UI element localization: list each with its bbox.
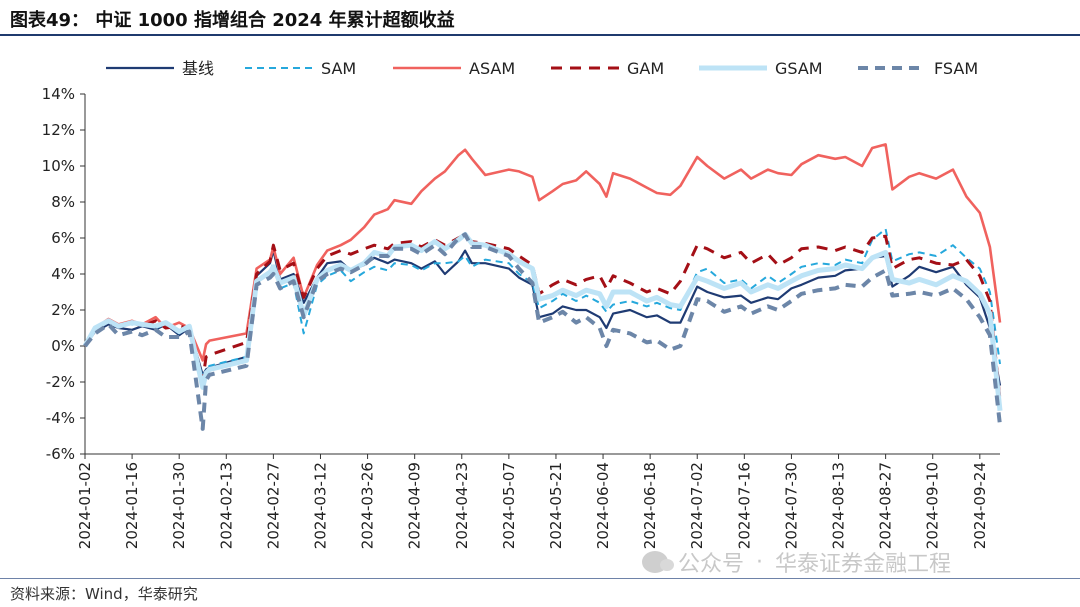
legend-item-gsam: GSAM	[699, 59, 823, 78]
y-tick-label: -2%	[46, 373, 75, 391]
x-tick-label: 2024-07-30	[782, 462, 800, 549]
series-line-gam	[83, 232, 1002, 401]
x-tick-label: 2024-09-24	[971, 462, 989, 549]
x-tick-label: 2024-01-30	[170, 462, 188, 549]
legend-label: 基线	[182, 59, 214, 78]
legend-label: FSAM	[934, 59, 978, 78]
wechat-icon	[642, 551, 674, 573]
line-chart: 基线 SAM ASAM GAM GSAM FSAM 14% 12% 10% 8% 6% 4% 2% 0%…	[42, 59, 1003, 549]
watermark-text-right: 华泰证券金融工程	[775, 552, 952, 577]
x-tick-label: 2024-08-13	[830, 462, 848, 549]
watermark: 公众号 · 华泰证券金融工程	[642, 546, 951, 578]
y-tick-label: 12%	[42, 121, 75, 139]
y-tick-label: 2%	[51, 301, 75, 319]
y-tick-label: -4%	[46, 409, 75, 427]
page-title: 图表49： 中证 1000 指增组合 2024 年累计超额收益	[10, 10, 455, 31]
title-rule	[0, 34, 1080, 36]
chart-legend: 基线 SAM ASAM GAM GSAM FSAM	[106, 59, 978, 78]
y-tick-label: 6%	[51, 229, 75, 247]
watermark-text-left: 公众号	[678, 552, 745, 577]
y-tick-label: -6%	[46, 445, 75, 463]
source-note: 资料来源：Wind，华泰研究	[10, 585, 198, 603]
legend-item-asam: ASAM	[393, 59, 515, 78]
y-tick-label: 4%	[51, 265, 75, 283]
legend-label: ASAM	[469, 59, 515, 78]
x-tick-label: 2024-05-21	[547, 462, 565, 549]
y-tick-label: 14%	[42, 85, 75, 103]
plot-area: 14% 12% 10% 8% 6% 4% 2% 0% -2% -4% -6%2024-01-02 20…	[42, 85, 1003, 549]
legend-label: GSAM	[775, 59, 823, 78]
series-line-gsam	[82, 231, 1003, 412]
x-tick-label: 2024-06-18	[641, 462, 659, 549]
x-tick-label: 2024-04-09	[406, 462, 424, 549]
watermark-dot: ·	[756, 549, 764, 575]
x-tick-label: 2024-09-10	[924, 462, 942, 549]
source-rule	[0, 578, 1080, 579]
legend-label: GAM	[627, 59, 664, 78]
legend-label: SAM	[321, 59, 356, 78]
x-tick-label: 2024-03-26	[359, 462, 377, 549]
series-line-基线	[84, 249, 1002, 386]
y-tick-label: 10%	[42, 157, 75, 175]
x-tick-label: 2024-06-04	[594, 462, 612, 549]
series-line-sam	[84, 228, 1001, 380]
legend-item-基线: 基线	[106, 59, 214, 78]
series-line-asam	[83, 143, 1002, 362]
x-tick-label: 2024-01-02	[76, 462, 94, 549]
x-tick-label: 2024-04-23	[453, 462, 471, 549]
x-tick-label: 2024-08-27	[877, 462, 895, 549]
y-tick-label: 8%	[51, 193, 75, 211]
legend-item-sam: SAM	[245, 59, 356, 78]
x-tick-label: 2024-07-02	[688, 462, 706, 549]
x-tick-label: 2024-03-12	[311, 462, 329, 549]
x-tick-label: 2024-02-27	[264, 462, 282, 549]
x-tick-label: 2024-02-13	[217, 462, 235, 549]
x-tick-label: 2024-07-16	[735, 462, 753, 549]
series-line-fsam	[83, 232, 1002, 431]
legend-item-fsam: FSAM	[858, 59, 978, 78]
y-tick-label: 0%	[51, 337, 75, 355]
legend-item-gam: GAM	[551, 59, 664, 78]
x-tick-label: 2024-05-07	[500, 462, 518, 549]
x-tick-label: 2024-01-16	[123, 462, 141, 549]
